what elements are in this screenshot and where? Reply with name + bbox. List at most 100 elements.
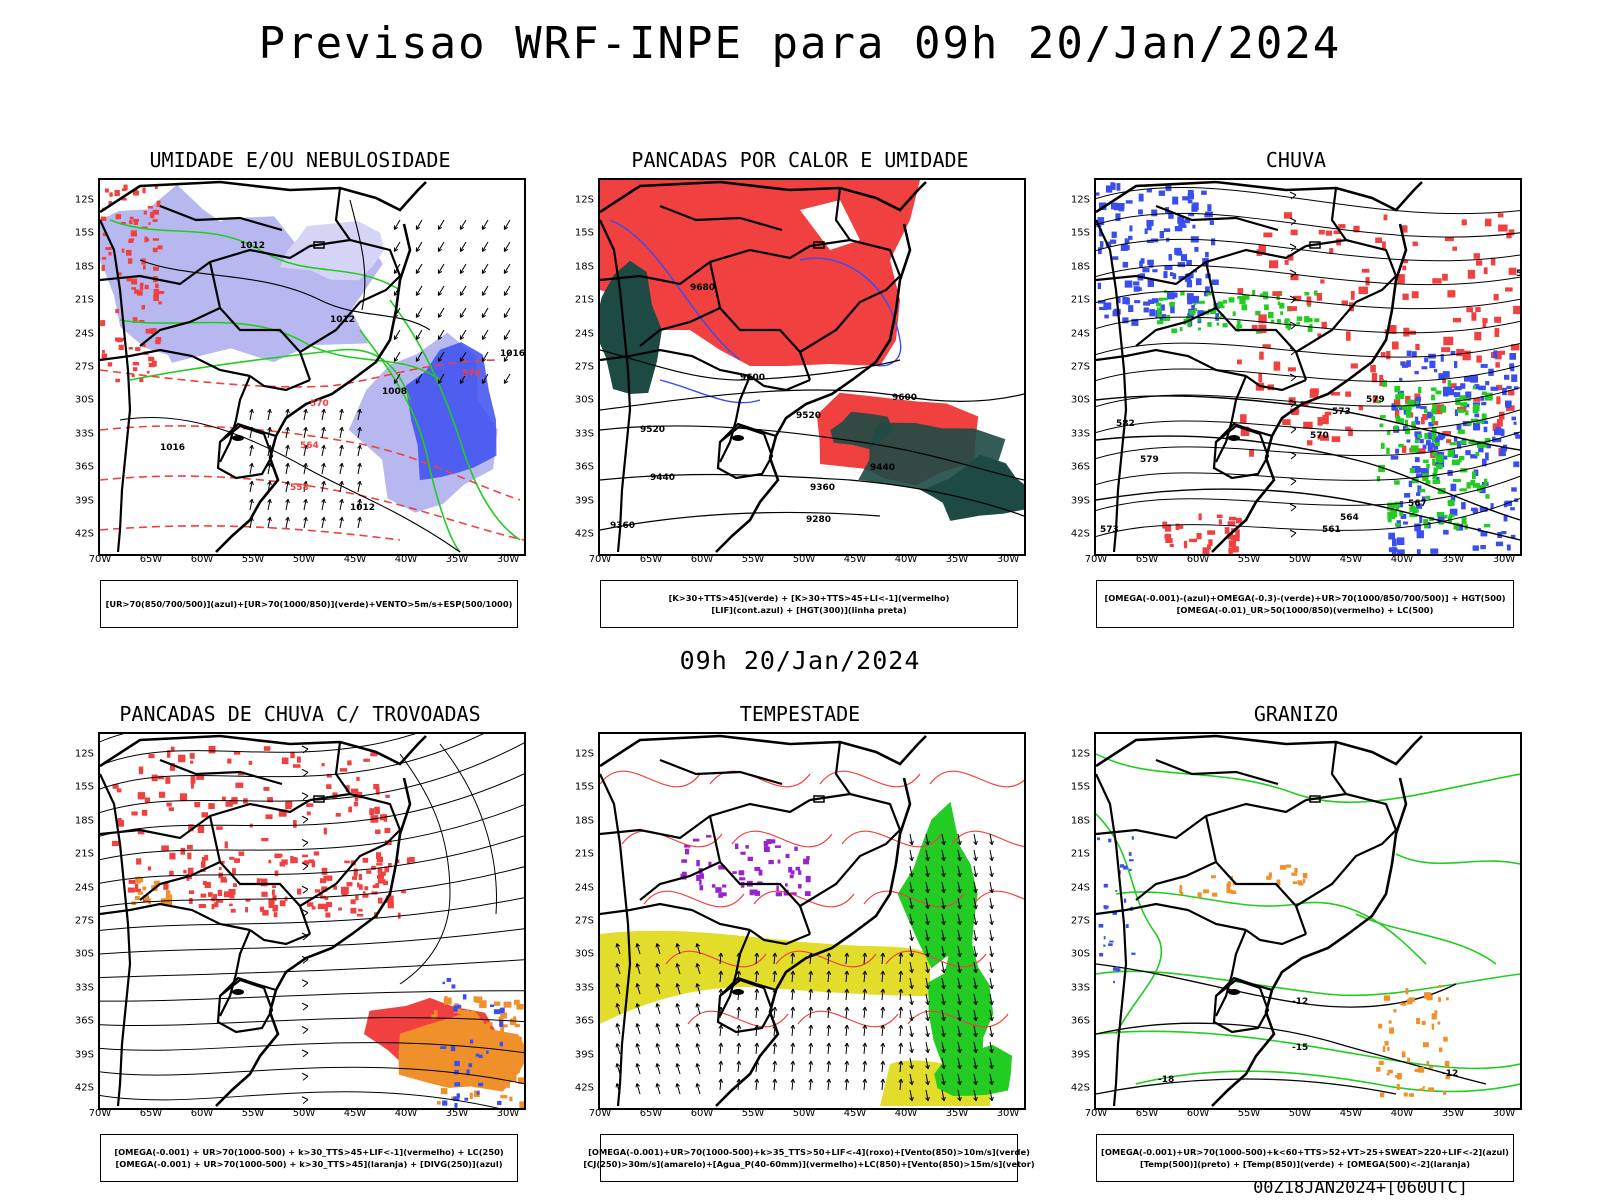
contour-label: 1012 [330, 315, 355, 325]
lat-tick-label: 15S [1070, 227, 1090, 239]
contour-label: -18 [1158, 1075, 1174, 1085]
lat-tick-label: 30S [74, 948, 94, 960]
svg-text:-12: -12 [1292, 997, 1308, 1007]
lon-tick-label: 50W [1288, 554, 1312, 565]
lon-tick-label: 55W [1237, 554, 1261, 565]
lat-tick-label: 39S [74, 495, 94, 507]
lat-tick-label: 27S [74, 915, 94, 927]
contour-label: 561 [1322, 525, 1341, 535]
contour-label: 1012 [350, 503, 375, 513]
lon-tick-label: 40W [394, 1108, 418, 1119]
lon-tick-label: 35W [1441, 1108, 1465, 1119]
contour-label: 9360 [810, 483, 835, 493]
lon-tick-label: 35W [945, 554, 969, 565]
lat-tick-label: 39S [574, 1049, 594, 1061]
lat-tick-label: 42S [1070, 1082, 1090, 1094]
lat-tick-label: 12S [574, 194, 594, 206]
svg-text:1016: 1016 [500, 349, 524, 359]
svg-text:573: 573 [1332, 407, 1351, 417]
contour-label: 9680 [690, 283, 715, 293]
lat-tick-label: 12S [574, 748, 594, 760]
longitude-axis: 70W 65W 60W 55W 50W 45W 40W 35W 30W [1085, 554, 1522, 568]
lon-tick-label: 50W [292, 554, 316, 565]
lat-tick-label: 21S [574, 294, 594, 306]
svg-text:573: 573 [1100, 525, 1119, 535]
lon-tick-label: 30W [996, 554, 1020, 565]
lon-tick-label: 70W [588, 554, 612, 565]
lat-tick-label: 18S [1070, 815, 1090, 827]
contour-label: 570 [462, 369, 481, 379]
lon-tick-label: 40W [894, 1108, 918, 1119]
legend-box: [OMEGA(-0.001)-(azul)+OMEGA(-0.3)-(verde… [1096, 580, 1514, 628]
panel-title: UMIDADE E/OU NEBULOSIDADE [149, 148, 451, 172]
panel-title: PANCADAS DE CHUVA C/ TROVOADAS [119, 702, 481, 726]
longitude-axis: 70W 65W 60W 55W 50W 45W 40W 35W 30W [589, 554, 1026, 568]
contour-label: 9280 [806, 515, 831, 525]
svg-text:564: 564 [300, 441, 319, 451]
legend-line: [K>30+TTS>45](verde) + [K>30+TTS>45+LI<-… [668, 593, 950, 603]
map-panel-4: PANCADAS DE CHUVA C/ TROVOADAS 12S 15S 18S 2… [70, 702, 530, 1182]
legend-box: [OMEGA(-0.001)+UR>70(1000-500)+k<60+TTS>… [1096, 1134, 1514, 1182]
svg-text:-18: -18 [1158, 1075, 1174, 1085]
longitude-axis: 70W 65W 60W 55W 50W 45W 40W 35W 30W [589, 1108, 1026, 1122]
latitude-axis: 12S 15S 18S 21S 24S 27S 30S 33S 36S 39S 42S [1066, 178, 1092, 556]
svg-text:579: 579 [1140, 455, 1159, 465]
lon-tick-label: 30W [1492, 1108, 1516, 1119]
lat-tick-label: 33S [574, 428, 594, 440]
contour-label: -12 [1292, 997, 1308, 1007]
lat-tick-label: 15S [1070, 781, 1090, 793]
legend-line: [OMEGA(-0.001)-(azul)+OMEGA(-0.3)-(verde… [1104, 593, 1506, 603]
svg-text:558: 558 [290, 483, 309, 493]
lon-tick-label: 30W [1492, 554, 1516, 565]
longitude-axis: 70W 65W 60W 55W 50W 45W 40W 35W 30W [89, 1108, 526, 1122]
lon-tick-label: 45W [843, 1108, 867, 1119]
map-canvas: 582 579 576 579 573 570 567 564 561 573 [1096, 180, 1520, 554]
contour-label: 9520 [640, 425, 665, 435]
legend-box: [OMEGA(-0.001)+UR>70(1000-500)+k>35_TTS>… [583, 1134, 1035, 1182]
lon-tick-label: 50W [792, 1108, 816, 1119]
contour-label: 573 [1332, 407, 1351, 417]
svg-text:567: 567 [1408, 499, 1427, 509]
lat-tick-label: 33S [1070, 982, 1090, 994]
lon-tick-label: 65W [639, 1108, 663, 1119]
contour-label: -12 [1442, 1069, 1458, 1079]
svg-text:576: 576 [1516, 269, 1520, 279]
lat-tick-label: 27S [574, 361, 594, 373]
contour-label: 570 [1310, 431, 1329, 441]
contour-label: 9520 [796, 411, 821, 421]
lon-tick-label: 60W [1186, 1108, 1210, 1119]
lat-tick-label: 30S [574, 948, 594, 960]
lat-tick-label: 30S [74, 394, 94, 406]
lon-tick-label: 50W [292, 1108, 316, 1119]
latitude-axis: 12S 15S 18S 21S 24S 27S 30S 33S 36S 39S 42S [1066, 732, 1092, 1110]
contour-label: 564 [300, 441, 319, 451]
lat-tick-label: 33S [574, 982, 594, 994]
lon-tick-label: 35W [445, 554, 469, 565]
legend-box: [K>30+TTS>45](verde) + [K>30+TTS>45+LI<-… [600, 580, 1018, 628]
lon-tick-label: 65W [139, 1108, 163, 1119]
lon-tick-label: 60W [190, 554, 214, 565]
lat-tick-label: 42S [74, 528, 94, 540]
lon-tick-label: 55W [741, 1108, 765, 1119]
lat-tick-label: 24S [574, 882, 594, 894]
lon-tick-label: 45W [343, 554, 367, 565]
contour-label: 9440 [870, 463, 895, 473]
lat-tick-label: 36S [574, 1015, 594, 1027]
map-canvas: 1012 1012 1008 1016 570 570 564 558 1016 1012 [100, 180, 524, 553]
lon-tick-label: 35W [945, 1108, 969, 1119]
legend-line: [CJ(250)>30m/s](amarelo)+[Agua_P(40-60mm… [583, 1159, 1035, 1169]
contour-label: 1016 [160, 443, 185, 453]
lon-tick-label: 60W [690, 554, 714, 565]
lat-tick-label: 21S [1070, 848, 1090, 860]
contour-label: 1016 [500, 349, 524, 359]
contour-label: -15 [1292, 1043, 1308, 1053]
map-canvas: 9680 9600 9600 9520 9520 9440 9440 9360 9280 9360 [600, 180, 1024, 553]
legend-line: [OMEGA(-0.001)+UR>70(1000-500)+k>35_TTS>… [588, 1147, 1030, 1157]
contour-label: 9600 [740, 373, 765, 383]
lat-tick-label: 36S [1070, 1015, 1090, 1027]
lat-tick-label: 27S [574, 915, 594, 927]
contour-label: 9600 [892, 393, 917, 403]
panel-title: TEMPESTADE [739, 702, 861, 726]
lon-tick-label: 40W [394, 554, 418, 565]
lon-tick-label: 35W [1441, 554, 1465, 565]
